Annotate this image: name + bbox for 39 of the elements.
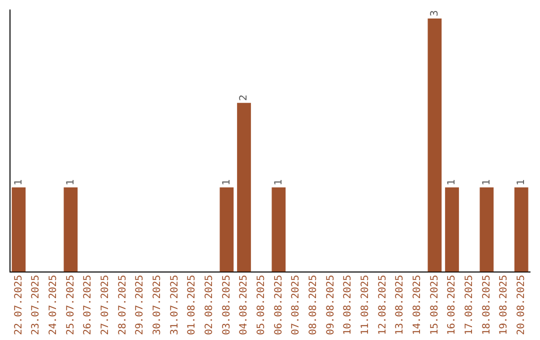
x-tick-label: 09.08.2025 bbox=[325, 274, 336, 336]
data-label: 1 bbox=[446, 178, 458, 186]
data-label: 1 bbox=[221, 178, 232, 186]
x-tick-label: 25.07.2025 bbox=[65, 274, 76, 336]
x-tick-label: 31.07.2025 bbox=[169, 274, 180, 336]
x-tick-label: 14.08.2025 bbox=[412, 274, 423, 336]
data-label: 1 bbox=[481, 178, 492, 186]
x-tick-label: 13.08.2025 bbox=[394, 274, 406, 336]
x-tick-label: 22.07.2025 bbox=[13, 274, 24, 336]
x-tick-label: 29.07.2025 bbox=[134, 274, 146, 336]
x-tick-label: 24.07.2025 bbox=[48, 274, 59, 336]
x-tick-label: 08.08.2025 bbox=[308, 274, 319, 336]
x-tick-label: 05.08.2025 bbox=[256, 274, 267, 336]
x-tick-label: 27.07.2025 bbox=[100, 274, 111, 336]
data-label: 1 bbox=[65, 178, 76, 186]
x-tick-label: 28.07.2025 bbox=[117, 274, 128, 336]
x-tick-label: 04.08.2025 bbox=[238, 274, 250, 336]
x-tick-label: 11.08.2025 bbox=[360, 274, 371, 336]
x-tick-label: 02.08.2025 bbox=[204, 274, 215, 336]
x-tick-label: 23.07.2025 bbox=[30, 274, 42, 336]
x-tick-label: 07.08.2025 bbox=[290, 274, 302, 336]
x-tick-label: 30.07.2025 bbox=[152, 274, 163, 336]
data-label: 1 bbox=[516, 178, 527, 186]
x-tick-label: 12.08.2025 bbox=[377, 274, 388, 336]
x-tick-label: 03.08.2025 bbox=[221, 274, 232, 336]
x-tick-label: 01.08.2025 bbox=[186, 274, 198, 336]
x-tick-label: 20.08.2025 bbox=[516, 274, 527, 336]
x-tick-label: 18.08.2025 bbox=[481, 274, 492, 336]
data-label: 1 bbox=[273, 178, 284, 186]
data-label: 2 bbox=[238, 94, 250, 101]
x-tick-label: 10.08.2025 bbox=[342, 274, 354, 336]
x-tick-label: 15.08.2025 bbox=[429, 274, 440, 336]
x-tick-label: 17.08.2025 bbox=[464, 274, 475, 336]
x-tick-label: 19.08.2025 bbox=[498, 274, 510, 336]
x-tick-label: 16.08.2025 bbox=[446, 274, 458, 336]
x-tick-label: 06.08.2025 bbox=[273, 274, 284, 336]
data-label: 3 bbox=[429, 10, 440, 16]
data-label: 1 bbox=[13, 178, 24, 186]
x-tick-label: 26.07.2025 bbox=[82, 274, 94, 336]
